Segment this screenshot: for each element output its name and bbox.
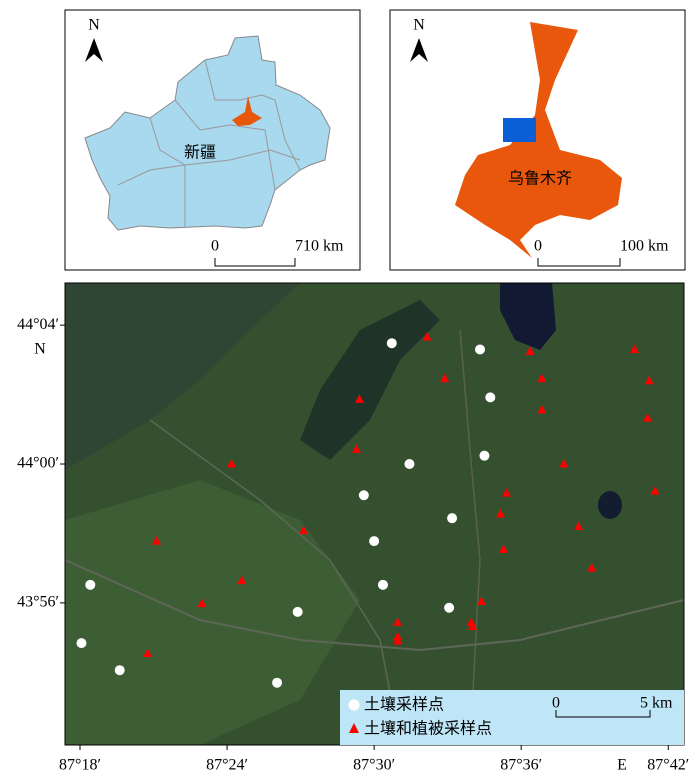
legend-marker — [348, 699, 360, 711]
soil-vegetation-point — [537, 404, 547, 414]
soil-vegetation-point — [574, 521, 584, 530]
road — [459, 329, 481, 746]
region-border — [204, 59, 301, 171]
soil-vegetation-point — [496, 509, 506, 518]
north-arrow — [85, 38, 103, 62]
soil-point — [85, 579, 96, 590]
dark-fields — [300, 300, 440, 460]
scale-length: 5 km — [640, 695, 673, 712]
soil-vegetation-point — [644, 375, 654, 385]
x-tick-label: 87°24′ — [206, 757, 248, 774]
x-tick-label: 87°42′ — [647, 757, 689, 774]
soil-vegetation-point — [499, 544, 509, 553]
soil-point — [386, 338, 397, 349]
x-tick-label: 87°18′ — [59, 757, 101, 774]
soil-vegetation-point — [587, 563, 597, 572]
soil-vegetation-point — [476, 596, 486, 605]
soil-vegetation-point — [237, 575, 247, 585]
y-tick-label: 44°04′ — [17, 316, 59, 333]
north-label: N — [413, 17, 425, 34]
lake — [598, 491, 622, 519]
x-tick-label: 87°30′ — [353, 757, 395, 774]
scale-zero: 0 — [534, 238, 542, 255]
soil-point — [358, 490, 369, 501]
soil-point — [272, 677, 283, 688]
y-tick-label: 43°56′ — [17, 594, 59, 611]
soil-point — [377, 579, 388, 590]
terrain — [65, 283, 300, 470]
soil-vegetation-point — [440, 373, 450, 383]
soil-vegetation-point — [226, 459, 236, 468]
farmland — [65, 480, 360, 745]
road — [149, 419, 401, 746]
scale-zero: 0 — [552, 695, 560, 712]
soil-vegetation-point — [351, 444, 361, 453]
scale-bar — [214, 258, 296, 267]
urumqi-region — [455, 22, 622, 258]
scale-length: 710 km — [295, 238, 344, 255]
soil-point — [475, 344, 486, 355]
soil-point — [444, 602, 455, 613]
soil-vegetation-point — [629, 344, 639, 353]
north-label: N — [88, 17, 100, 34]
road — [64, 559, 685, 652]
soil-point — [76, 638, 87, 649]
soil-vegetation-point — [393, 617, 403, 626]
xinjiang-region — [84, 35, 331, 231]
legend-marker — [349, 723, 359, 733]
scale-bar — [555, 710, 651, 718]
soil-vegetation-point — [501, 488, 511, 497]
legend-label: 土壤和植被采样点 — [364, 719, 492, 738]
soil-vegetation-point — [354, 394, 364, 403]
soil-vegetation-point — [393, 636, 403, 645]
lat-label: N — [34, 341, 46, 358]
x-tick-label: 87°36′ — [500, 757, 542, 774]
scale-length: 100 km — [620, 238, 669, 255]
soil-vegetation-point — [299, 525, 309, 535]
lake — [500, 283, 556, 350]
soil-point — [485, 392, 496, 403]
region-border — [174, 99, 276, 191]
soil-vegetation-point — [151, 536, 161, 545]
region-border — [117, 149, 301, 186]
study-area — [503, 118, 536, 142]
region-label: 新疆 — [184, 144, 216, 162]
sample-points — [76, 331, 660, 688]
soil-point — [114, 665, 125, 676]
urumqi-region — [232, 96, 262, 126]
legend-label: 土壤采样点 — [364, 695, 444, 714]
soil-point — [447, 513, 458, 524]
soil-vegetation-point — [559, 459, 569, 468]
soil-vegetation-point — [525, 346, 535, 356]
y-tick-label: 44°00′ — [17, 455, 59, 472]
soil-point — [404, 459, 415, 470]
lon-label: E — [617, 757, 627, 774]
soil-point — [292, 606, 303, 617]
scale-zero: 0 — [211, 238, 219, 255]
region-border — [149, 117, 186, 228]
soil-vegetation-point — [143, 648, 153, 658]
scale-bar — [537, 258, 621, 267]
soil-point — [369, 536, 380, 547]
soil-vegetation-point — [537, 373, 547, 383]
soil-vegetation-point — [468, 621, 478, 630]
region-label: 乌鲁木齐 — [508, 170, 572, 188]
soil-point — [479, 450, 490, 461]
soil-vegetation-point — [650, 486, 660, 495]
soil-vegetation-point — [197, 598, 207, 608]
soil-vegetation-point — [422, 331, 432, 341]
north-arrow — [410, 38, 428, 62]
soil-vegetation-point — [643, 413, 653, 422]
